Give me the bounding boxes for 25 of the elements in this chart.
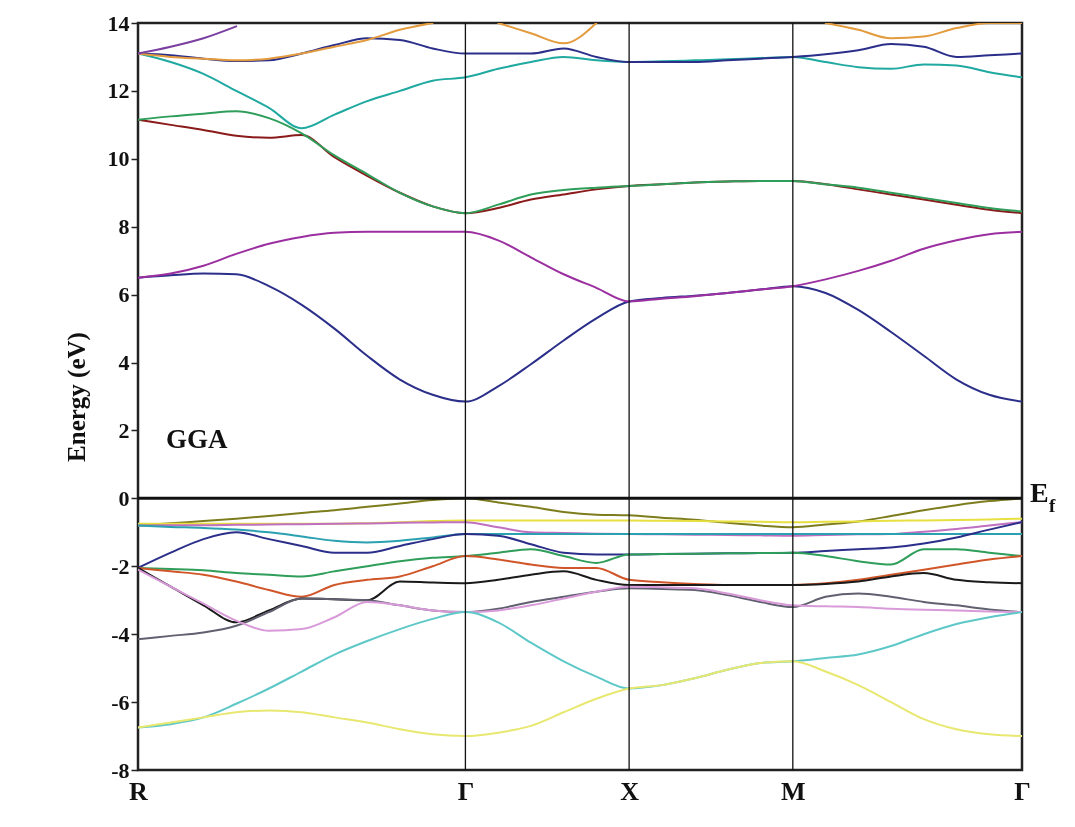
line-series (138, 568, 1022, 632)
y-tick-label: 4 (118, 350, 130, 376)
x-tick-label: Γ (457, 776, 475, 806)
x-tick-label: X (620, 776, 640, 806)
y-tick-label: 0 (118, 485, 130, 511)
y-tick-label: 2 (118, 417, 130, 443)
annotation: GGA (166, 424, 228, 454)
line-series (138, 660, 1022, 738)
x-tick-label: R (129, 776, 149, 806)
y-tick-label: 14 (107, 10, 130, 36)
y-tick-label: -8 (111, 757, 130, 783)
line-series (138, 25, 238, 55)
line-series (138, 230, 1022, 303)
y-tick-label: 8 (118, 214, 130, 240)
y-tick-label: -6 (111, 689, 130, 715)
y-axis-title: Energy (eV) (62, 332, 91, 462)
y-tick-label: 10 (107, 146, 130, 172)
line-series (138, 272, 1022, 403)
y-tick-label: 6 (118, 282, 130, 308)
line-series (138, 524, 1022, 544)
x-tick-label: M (781, 776, 806, 806)
y-tick-label: -2 (111, 553, 130, 579)
y-tick-label: -4 (111, 621, 130, 647)
y-tick-label: 12 (107, 78, 130, 104)
x-tick-label: Γ (1014, 776, 1031, 806)
